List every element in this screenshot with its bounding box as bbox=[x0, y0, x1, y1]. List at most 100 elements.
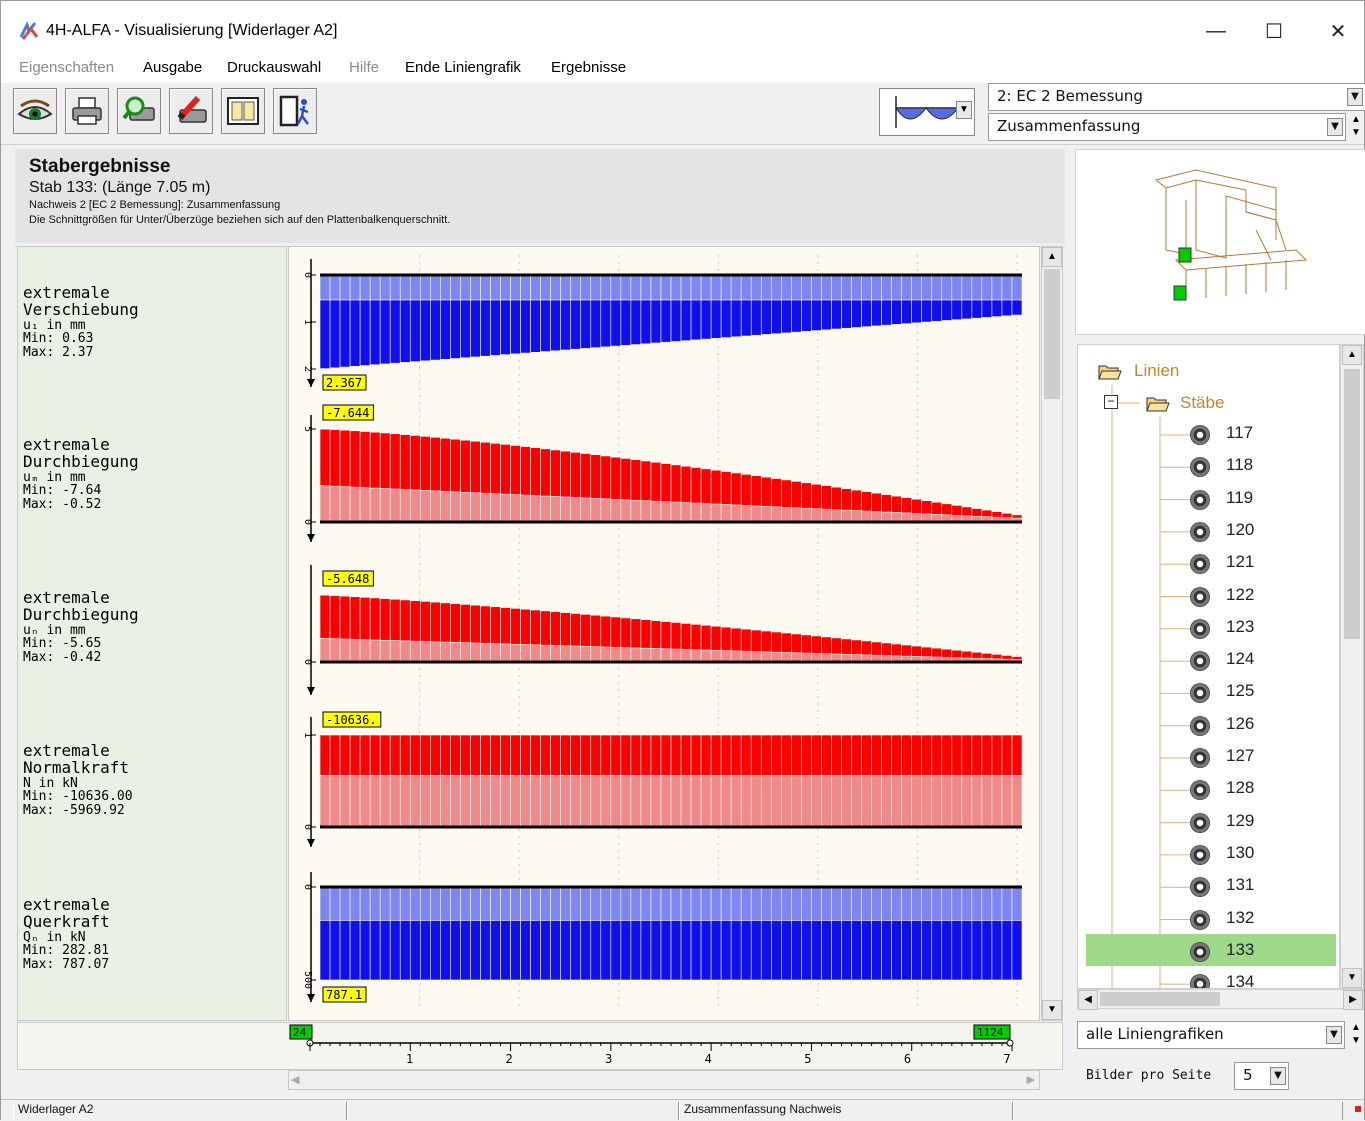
bar-inner bbox=[690, 886, 702, 921]
bar-outer bbox=[911, 645, 923, 657]
scroll-thumb[interactable] bbox=[1100, 992, 1220, 1006]
scroll-thumb[interactable] bbox=[1344, 369, 1360, 639]
member-icon bbox=[1190, 651, 1210, 672]
label-min: Min: -5.65 bbox=[23, 636, 102, 652]
bar-inner bbox=[871, 511, 882, 523]
bar-outer bbox=[359, 920, 371, 981]
label-max: Max: 787.07 bbox=[23, 956, 110, 972]
scroll-up-button[interactable]: ▲ bbox=[1042, 247, 1062, 267]
bar-outer bbox=[640, 920, 652, 981]
scroll-left-button[interactable]: ◀ bbox=[291, 1074, 300, 1086]
print-button[interactable] bbox=[65, 88, 109, 134]
graphics-spinner[interactable]: ▲ ▼ bbox=[1351, 1022, 1361, 1046]
bar-inner bbox=[600, 775, 612, 828]
result-select[interactable]: 2: EC 2 Bemessung ▼ bbox=[988, 83, 1365, 111]
tree-item-stab-125[interactable]: 125 bbox=[1226, 681, 1255, 701]
view-select[interactable]: Zusammenfassung ▼ bbox=[988, 113, 1346, 141]
view-spinner[interactable]: ▲ ▼ bbox=[1351, 114, 1361, 138]
diagram-canvas: 0 1 2 2.367 5 0 -7.644 0 -5.648 1 0 -10636. 0 500 787.… bbox=[288, 246, 1040, 1021]
menu-ausgabe[interactable]: Ausgabe bbox=[143, 59, 203, 76]
menu-eigenschaften[interactable]: Eigenschaften bbox=[19, 59, 115, 76]
print-edit-button[interactable] bbox=[169, 88, 213, 134]
collapse-icon[interactable]: − bbox=[1104, 395, 1118, 409]
tree-item-stab-130[interactable]: 130 bbox=[1226, 842, 1255, 862]
tree-item-stab-127[interactable]: 127 bbox=[1226, 746, 1255, 765]
tree-item-stab-121[interactable]: 121 bbox=[1226, 552, 1255, 572]
scroll-up-button[interactable]: ▲ bbox=[1342, 345, 1362, 365]
scroll-thumb[interactable] bbox=[1044, 269, 1060, 399]
tree-item-stab-122[interactable]: 122 bbox=[1226, 584, 1255, 604]
member-icon bbox=[1190, 489, 1210, 510]
bar-outer bbox=[851, 299, 862, 328]
tree-item-stab-134[interactable]: 134 bbox=[1226, 972, 1255, 989]
tree-item-stab-133[interactable]: 133 bbox=[1226, 939, 1255, 959]
menu-ende-liniengrafik[interactable]: Ende Liniengrafik bbox=[405, 59, 521, 76]
close-button[interactable]: ✕ bbox=[1329, 20, 1347, 43]
bar-inner bbox=[770, 274, 782, 301]
bar-inner bbox=[991, 274, 1003, 301]
bar-inner bbox=[710, 775, 722, 828]
tree-item-stab-117[interactable]: 117 bbox=[1226, 423, 1254, 442]
view-button[interactable] bbox=[13, 88, 57, 134]
maximize-button[interactable]: ☐ bbox=[1265, 20, 1283, 43]
page-title: Stabergebnisse bbox=[29, 156, 171, 177]
bar-inner bbox=[500, 274, 511, 301]
bar-inner bbox=[670, 501, 682, 523]
tree-item-stab-132[interactable]: 132 bbox=[1226, 907, 1255, 927]
bar-outer bbox=[931, 920, 943, 981]
scroll-right-button[interactable]: ▶ bbox=[1343, 990, 1363, 1010]
tree-item-stab-129[interactable]: 129 bbox=[1226, 810, 1255, 830]
graphics-select[interactable]: alle Liniengrafiken ▼ bbox=[1077, 1021, 1345, 1049]
structure-preview[interactable] bbox=[1075, 149, 1365, 335]
minimize-button[interactable]: — bbox=[1206, 19, 1226, 42]
bar-outer bbox=[379, 598, 391, 641]
bilder-pro-seite-select[interactable]: 5 ▼ bbox=[1234, 1062, 1289, 1090]
bar-inner bbox=[590, 775, 602, 828]
bar-outer bbox=[369, 920, 381, 981]
exit-button[interactable] bbox=[273, 88, 317, 134]
chevron-down-icon[interactable]: ▼ bbox=[956, 101, 972, 119]
menu-hilfe[interactable]: Hilfe bbox=[349, 59, 380, 76]
bar-outer bbox=[710, 734, 722, 776]
bar-inner bbox=[811, 775, 822, 828]
diagram-vertical-scrollbar[interactable]: ▲ ▼ bbox=[1041, 246, 1063, 1021]
tree-item-stab-124[interactable]: 124 bbox=[1226, 649, 1255, 669]
bar-outer bbox=[730, 472, 742, 506]
bar-inner bbox=[881, 775, 892, 828]
tree-item-stab-126[interactable]: 126 bbox=[1226, 713, 1255, 733]
page-layout-button[interactable] bbox=[221, 88, 265, 134]
element-tree[interactable]: Linien − Stäbe 117 118 119 120 121 122 123 124 1… bbox=[1077, 344, 1340, 989]
scroll-down-button[interactable]: ▼ bbox=[1342, 968, 1362, 988]
scroll-down-button[interactable]: ▼ bbox=[1042, 1000, 1062, 1020]
scroll-right-button[interactable]: ▶ bbox=[1026, 1074, 1035, 1086]
tree-item-stab-119[interactable]: 119 bbox=[1226, 487, 1254, 507]
menu-ergebnisse[interactable]: Ergebnisse bbox=[551, 59, 627, 76]
tree-horizontal-scrollbar[interactable]: ◀ ▶ bbox=[1077, 989, 1364, 1010]
chevron-down-icon[interactable]: ▼ bbox=[1326, 1026, 1342, 1044]
chevron-down-icon[interactable]: ▼ bbox=[1270, 1067, 1286, 1085]
chevron-down-icon[interactable]: ▼ bbox=[1327, 118, 1343, 136]
bar-outer bbox=[1001, 299, 1013, 317]
diagram-type-select[interactable]: ▼ bbox=[879, 88, 975, 136]
bar-outer bbox=[349, 430, 361, 488]
bar-inner bbox=[750, 651, 762, 663]
menu-druckauswahl[interactable]: Druckauswahl bbox=[227, 59, 322, 76]
bar-inner bbox=[389, 775, 401, 828]
bar-inner bbox=[450, 642, 461, 663]
tree-item-stab-120[interactable]: 120 bbox=[1226, 519, 1255, 539]
bar-inner bbox=[530, 495, 541, 523]
tree-vertical-scrollbar[interactable]: ▲ ▼ bbox=[1340, 344, 1364, 989]
diagram-horizontal-scrollbar[interactable]: ◀ ▶ bbox=[288, 1070, 1040, 1090]
tree-root-linien[interactable]: Linien bbox=[1134, 361, 1180, 380]
bar-outer bbox=[600, 299, 612, 348]
tree-folder-staebe[interactable]: Stäbe bbox=[1180, 393, 1225, 412]
bar-inner bbox=[430, 886, 441, 921]
tree-item-stab-123[interactable]: 123 bbox=[1226, 616, 1255, 636]
chevron-down-icon[interactable]: ▼ bbox=[1347, 88, 1363, 106]
print-preview-button[interactable] bbox=[117, 88, 161, 134]
tree-item-stab-131[interactable]: 131 bbox=[1226, 875, 1255, 895]
bar-inner bbox=[961, 886, 973, 921]
tree-item-stab-118[interactable]: 118 bbox=[1226, 455, 1254, 475]
scroll-left-button[interactable]: ◀ bbox=[1078, 990, 1098, 1010]
tree-item-stab-128[interactable]: 128 bbox=[1226, 778, 1255, 798]
